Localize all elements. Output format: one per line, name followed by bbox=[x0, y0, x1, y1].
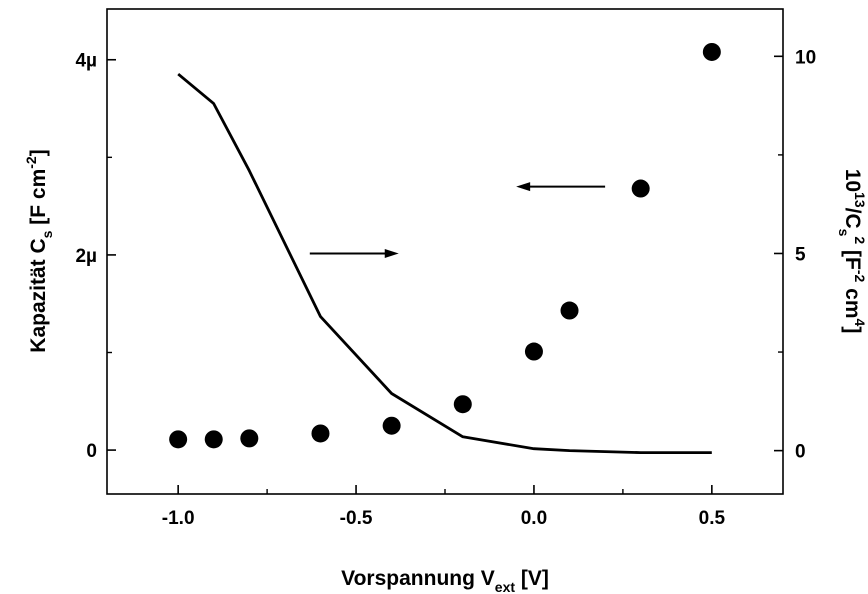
data-point bbox=[169, 430, 188, 449]
y-right-tick-label: 10 bbox=[795, 47, 816, 68]
series-line-path bbox=[177, 73, 712, 455]
y-right-tick-label: 5 bbox=[795, 244, 806, 265]
x-tick-label: -1.0 bbox=[162, 508, 195, 529]
y-axis-right: 0 5 10 bbox=[774, 47, 816, 463]
x-axis: -1.0 -0.5 0.0 0.5 bbox=[162, 485, 726, 529]
x-tick-label: 0.5 bbox=[699, 508, 726, 529]
series-left-points bbox=[169, 42, 721, 449]
y-left-tick-label: 2µ bbox=[75, 246, 97, 267]
data-point bbox=[453, 395, 472, 414]
y-axis-left: 0 2µ 4µ bbox=[75, 51, 116, 462]
plot-frame bbox=[106, 8, 784, 495]
data-point bbox=[524, 342, 543, 361]
y-axis-left-label: Kapazität Cs [F cm-2] bbox=[23, 149, 55, 352]
x-tick-label: 0.0 bbox=[521, 508, 547, 529]
x-axis-label: Vorspannung Vext [V] bbox=[341, 567, 549, 594]
data-point bbox=[311, 424, 330, 443]
y-left-tick-label: 0 bbox=[86, 441, 97, 462]
x-tick-label: -0.5 bbox=[340, 508, 373, 529]
data-point bbox=[631, 179, 650, 198]
data-point bbox=[240, 429, 259, 448]
data-point bbox=[702, 42, 721, 61]
y-right-tick-label: 0 bbox=[795, 442, 806, 463]
y-axis-right-label: 1013/Cs2 [F-2 cm4] bbox=[836, 169, 868, 334]
data-point bbox=[560, 301, 579, 320]
y-left-tick-label: 4µ bbox=[75, 51, 97, 72]
data-point bbox=[204, 430, 223, 449]
arrow-head bbox=[384, 248, 399, 258]
data-point bbox=[382, 416, 401, 435]
annotation-arrows bbox=[309, 182, 606, 258]
series-right-line bbox=[177, 73, 712, 455]
arrow-head bbox=[516, 182, 531, 192]
